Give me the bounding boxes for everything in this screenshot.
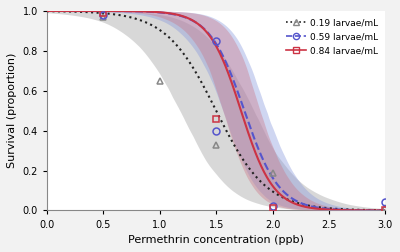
X-axis label: Permethrin concentration (ppb): Permethrin concentration (ppb) [128,235,304,245]
Y-axis label: Survival (proportion): Survival (proportion) [7,53,17,168]
Legend: 0.19 larvae/mL, 0.59 larvae/mL, 0.84 larvae/mL: 0.19 larvae/mL, 0.59 larvae/mL, 0.84 lar… [283,15,381,58]
